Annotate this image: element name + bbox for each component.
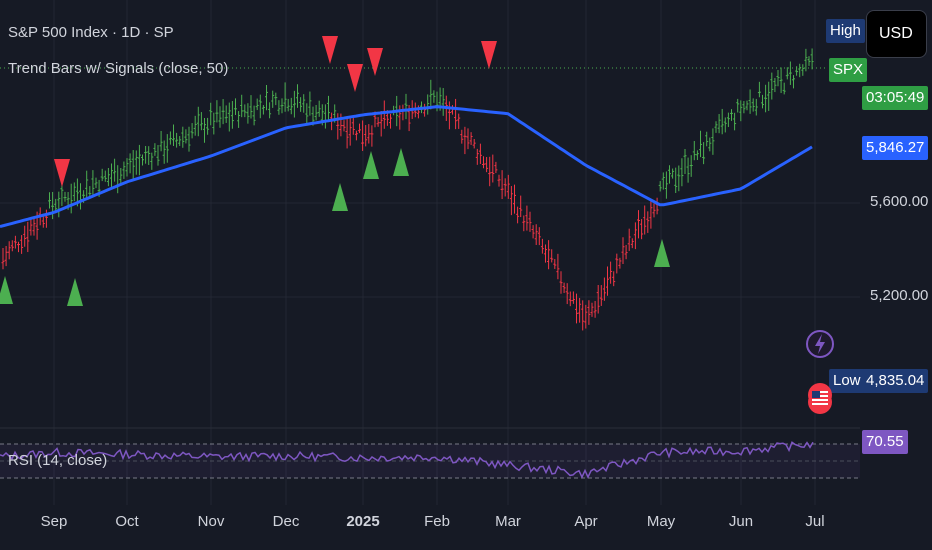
sell-signal-marker bbox=[54, 159, 70, 187]
symbol-tag: SPX bbox=[829, 58, 868, 82]
time-tick-jun: Jun bbox=[728, 513, 754, 530]
time-tick-feb: Feb bbox=[424, 513, 450, 530]
time-tick-apr: Apr bbox=[574, 513, 598, 530]
time-tick-dec: Dec bbox=[272, 513, 300, 530]
ma-line bbox=[0, 105, 813, 228]
indicator-legend[interactable]: Trend Bars w/ Signals (close, 50) bbox=[8, 60, 229, 77]
buy-signal-marker bbox=[67, 278, 83, 306]
lightning-icon[interactable] bbox=[805, 324, 835, 364]
sell-signal-marker bbox=[322, 36, 338, 64]
sell-signal-marker bbox=[347, 64, 363, 92]
buy-signal-marker bbox=[332, 183, 348, 211]
rsi-pane bbox=[0, 441, 860, 479]
time-tick-mar: Mar bbox=[495, 513, 521, 530]
sell-signal-marker bbox=[481, 41, 497, 69]
ma-value-label: 5,846.27 bbox=[862, 136, 929, 160]
buy-signal-marker bbox=[363, 151, 379, 179]
buy-signal-marker bbox=[0, 276, 13, 304]
buy-signal-marker bbox=[393, 148, 409, 176]
sell-signal-marker bbox=[367, 48, 383, 76]
rsi-value-label: 70.55 bbox=[862, 430, 908, 454]
low-label: Low bbox=[829, 369, 865, 393]
moving-average-line bbox=[0, 105, 813, 228]
chart-title: S&P 500 Index · 1D · SP bbox=[8, 24, 174, 41]
price-bars bbox=[1, 48, 814, 331]
us-flag-icon[interactable] bbox=[804, 377, 836, 417]
buy-signal-marker bbox=[654, 239, 670, 267]
time-tick-sep: Sep bbox=[40, 513, 68, 530]
grid-lines bbox=[0, 0, 860, 505]
countdown-label: 03:05:49 bbox=[862, 86, 929, 110]
time-tick-may: May bbox=[646, 513, 676, 530]
time-tick-jul: Jul bbox=[805, 513, 825, 530]
time-tick-2025: 2025 bbox=[346, 513, 380, 530]
time-tick-oct: Oct bbox=[115, 513, 139, 530]
high-label: High bbox=[826, 19, 865, 43]
currency-button[interactable]: USD bbox=[866, 10, 927, 58]
price-tick-5600: 5,600.00 bbox=[870, 193, 929, 210]
time-tick-nov: Nov bbox=[197, 513, 225, 530]
low-value-label: 4,835.04 bbox=[862, 369, 929, 393]
price-tick-5200: 5,200.00 bbox=[870, 287, 929, 304]
rsi-legend[interactable]: RSI (14, close) bbox=[8, 452, 108, 469]
signal-markers bbox=[0, 36, 670, 306]
rsi-line bbox=[0, 441, 814, 479]
